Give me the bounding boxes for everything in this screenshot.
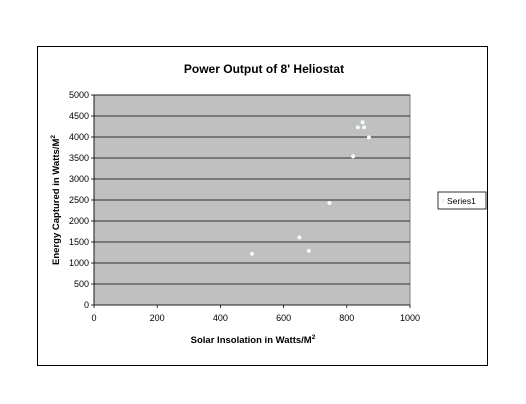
data-point: [306, 248, 311, 253]
y-tick-label: 0: [84, 300, 89, 310]
x-tick-label: 200: [150, 313, 165, 323]
y-tick-label: 3000: [69, 174, 89, 184]
y-tick-label: 3500: [69, 153, 89, 163]
data-point: [366, 135, 371, 140]
x-tick-label: 800: [339, 313, 354, 323]
y-axis-label: Energy Captured in Watts/M2: [50, 135, 62, 265]
legend-box: [437, 191, 487, 210]
data-point: [327, 200, 332, 205]
data-point: [355, 125, 360, 130]
data-point: [249, 251, 255, 256]
data-point: [351, 154, 356, 159]
x-tick-label: 400: [213, 313, 228, 323]
y-tick-label: 4500: [69, 111, 89, 121]
y-tick-label: 2500: [69, 195, 89, 205]
legend: Series1: [437, 191, 487, 210]
y-tick-label: 1500: [69, 237, 89, 247]
legend-marker: [441, 198, 445, 203]
data-point: [360, 120, 365, 125]
x-tick-label: 600: [276, 313, 291, 323]
x-tick-label: 0: [91, 313, 96, 323]
chart-title: Power Output of 8' Heliostat: [184, 62, 344, 76]
y-tick-label: 500: [74, 279, 89, 289]
x-axis-label: Solar Insolation in Watts/M2: [191, 334, 316, 346]
data-point: [297, 235, 302, 240]
y-tick-label: 5000: [69, 90, 89, 100]
legend-label: Series1: [447, 196, 476, 206]
data-point: [362, 125, 367, 130]
y-tick-label: 4000: [69, 132, 89, 142]
y-tick-label: 1000: [69, 258, 89, 268]
y-tick-label: 2000: [69, 216, 89, 226]
plot-area: 0500100015002000250030003500400045005000…: [69, 90, 420, 323]
x-tick-label: 1000: [400, 313, 420, 323]
